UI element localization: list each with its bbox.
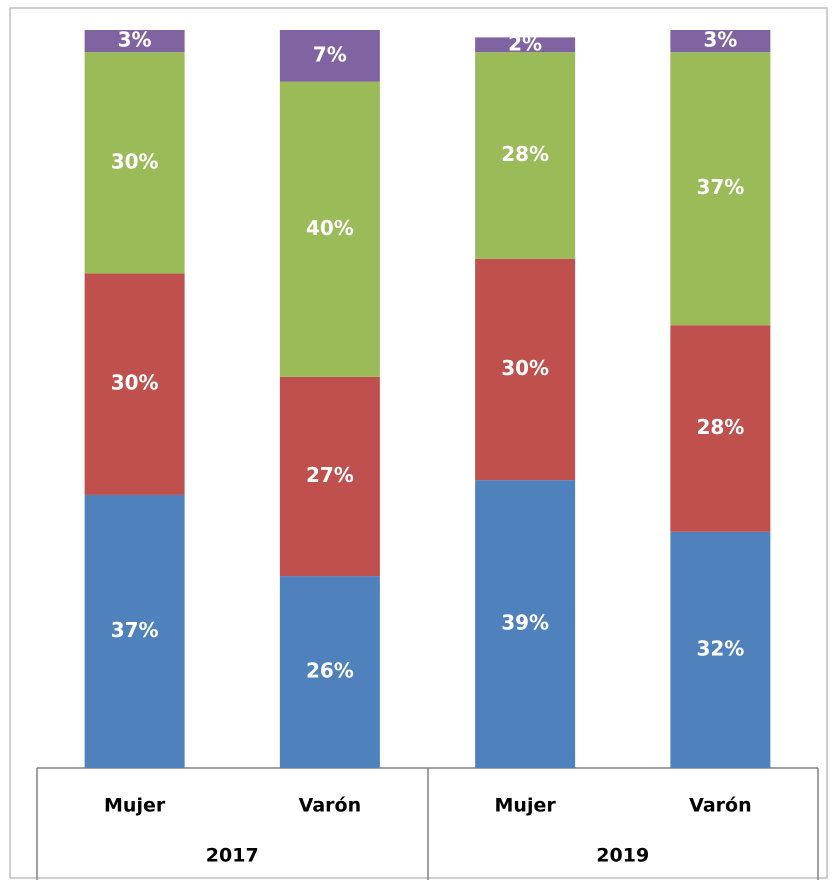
value-label: 32% — [696, 636, 744, 660]
value-label: 30% — [111, 371, 159, 395]
bar-segment — [670, 325, 771, 532]
value-label: 27% — [306, 463, 354, 487]
bar-segment — [84, 494, 185, 768]
bar-segment — [475, 480, 576, 768]
x-tick-label: Varón — [299, 795, 361, 817]
value-label: 3% — [118, 28, 152, 52]
bar-segment — [279, 376, 380, 577]
group-label: 2017 — [206, 845, 259, 867]
value-label: 28% — [696, 415, 744, 439]
value-label: 39% — [501, 611, 549, 635]
value-label: 37% — [696, 175, 744, 199]
x-tick-label: Varón — [689, 795, 751, 817]
bar-segment — [670, 30, 771, 53]
bar-segment — [84, 273, 185, 495]
x-tick-label: Mujer — [104, 795, 166, 817]
value-label: 37% — [111, 618, 159, 642]
bar-segment — [475, 52, 576, 259]
bar-segment — [279, 81, 380, 377]
value-label: 28% — [501, 142, 549, 166]
bar-segment — [670, 52, 771, 326]
group-label: 2019 — [596, 845, 649, 867]
value-label: 26% — [306, 659, 354, 683]
value-label: 30% — [111, 149, 159, 173]
x-tick-label: Mujer — [495, 795, 557, 817]
bar-segment — [84, 30, 185, 53]
bar-segment — [84, 52, 185, 274]
value-label: 3% — [703, 28, 737, 52]
value-label: 40% — [306, 216, 354, 240]
value-label: 30% — [501, 356, 549, 380]
bar-segment — [475, 258, 576, 481]
value-label: 2% — [508, 31, 542, 55]
bar-segment — [475, 37, 576, 53]
bar-segment — [279, 576, 380, 768]
value-label: 7% — [313, 42, 347, 66]
bar-segment — [670, 531, 771, 768]
bar-segment — [279, 30, 380, 82]
